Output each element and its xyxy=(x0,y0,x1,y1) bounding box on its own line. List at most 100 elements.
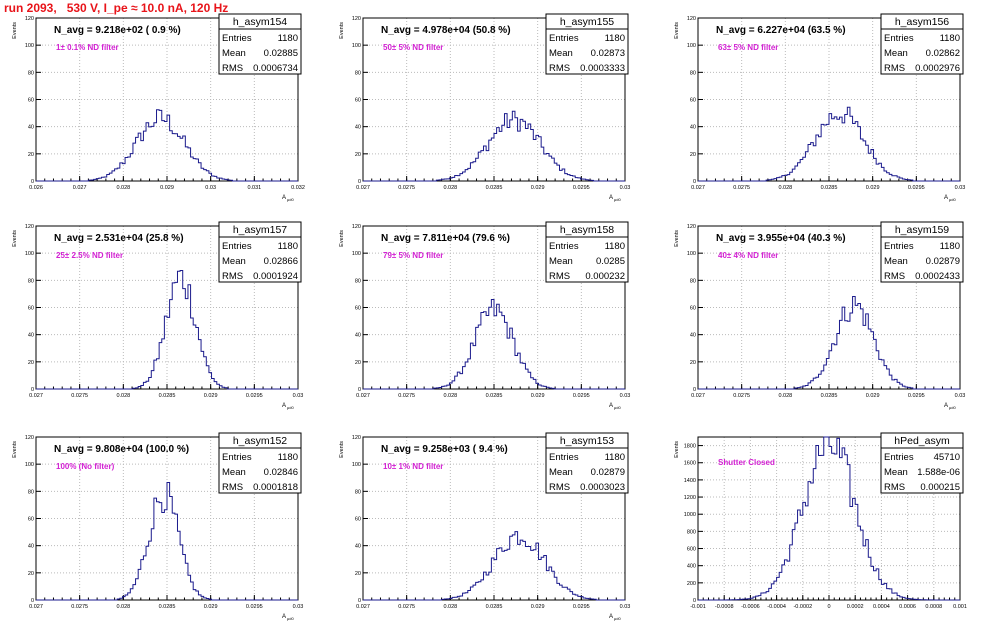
y-tick-label: 20 xyxy=(690,152,696,158)
stats-value-mean: 0.02846 xyxy=(264,467,298,478)
histogram-panel-h_asym158: 0.027 0.0275 0.028 0.0285 0.029 0.0295 0.03 0 20… xyxy=(339,221,630,410)
y-tick-label: 1200 xyxy=(684,495,696,501)
stats-label-entries: Entries xyxy=(549,33,579,44)
stats-value-rms: 0.0006734 xyxy=(253,63,298,74)
x-tick-label: 0.028 xyxy=(778,185,792,191)
x-tick-label: 0 xyxy=(827,604,830,610)
histogram-panel-h_asym156: 0.027 0.0275 0.028 0.0285 0.029 0.0295 0.03 0 20… xyxy=(674,13,965,202)
stats-value-mean: 0.02873 xyxy=(591,48,625,59)
stats-box: h_asym157 Entries 1180 Mean 0.02866 RMS 0.0001… xyxy=(218,221,302,283)
stats-value-entries: 1180 xyxy=(278,33,298,44)
x-tick-label: 0.03 xyxy=(620,185,631,191)
stats-value-entries: 1180 xyxy=(940,33,960,44)
y-tick-label: 20 xyxy=(28,571,34,577)
y-tick-label: 120 xyxy=(352,16,361,22)
x-tick-label: 0.0295 xyxy=(573,604,590,610)
x-tick-label: -0.0004 xyxy=(767,604,786,610)
y-tick-label: 40 xyxy=(28,544,34,550)
stats-label-rms: RMS xyxy=(549,482,570,493)
x-tick-label: 0.03 xyxy=(293,393,304,399)
x-tick-label: 0.0285 xyxy=(821,185,838,191)
stats-label-entries: Entries xyxy=(884,241,914,252)
stats-value-entries: 45710 xyxy=(934,452,960,463)
y-tick-label: 60 xyxy=(28,517,34,523)
x-axis-label-subscript: μd0 xyxy=(949,405,957,410)
y-axis-label: Events xyxy=(12,22,18,39)
y-tick-label: 120 xyxy=(25,435,34,441)
n-avg-label: N_avg = 2.531e+04 (25.8 %) xyxy=(54,233,184,244)
x-tick-label: 0.0275 xyxy=(398,185,415,191)
x-tick-label: 0.028 xyxy=(116,393,130,399)
y-tick-label: 60 xyxy=(690,98,696,104)
x-tick-label: 0.0275 xyxy=(398,393,415,399)
y-tick-label: 100 xyxy=(352,43,361,49)
filter-annotation: 40± 4% ND filter xyxy=(718,251,778,260)
x-tick-label: 0.029 xyxy=(866,185,880,191)
stats-value-rms: 0.0001924 xyxy=(253,271,298,282)
x-tick-label: 0.027 xyxy=(29,604,43,610)
y-tick-label: 60 xyxy=(355,98,361,104)
stats-value-mean: 0.02879 xyxy=(926,256,960,267)
histogram-series-h_asym156 xyxy=(698,106,960,182)
y-tick-label: 100 xyxy=(352,251,361,257)
y-tick-label: 800 xyxy=(687,529,696,535)
filter-annotation: 10± 1% ND filter xyxy=(383,462,443,471)
y-tick-label: 0 xyxy=(31,179,34,185)
y-tick-label: 40 xyxy=(355,333,361,339)
y-tick-label: 40 xyxy=(28,125,34,131)
stats-box-title: h_asym154 xyxy=(233,16,287,28)
x-tick-label: 0.03 xyxy=(955,393,966,399)
y-tick-label: 20 xyxy=(355,360,361,366)
y-tick-label: 40 xyxy=(690,125,696,131)
y-axis-label: Events xyxy=(339,441,345,458)
y-tick-label: 20 xyxy=(28,360,34,366)
x-tick-label: 0.028 xyxy=(443,185,457,191)
stats-box: h_asym156 Entries 1180 Mean 0.02862 RMS 0.0002… xyxy=(880,13,964,75)
x-axis-label-subscript: μd0 xyxy=(614,405,622,410)
histogram-series-h_asym158 xyxy=(363,299,625,390)
y-axis-label: Events xyxy=(12,230,18,247)
stats-box-frame xyxy=(545,13,629,75)
y-tick-label: 400 xyxy=(687,564,696,570)
y-tick-label: 80 xyxy=(355,278,361,284)
stats-box: h_asym158 Entries 1180 Mean 0.0285 RMS 0.00023… xyxy=(545,221,629,283)
y-tick-label: 80 xyxy=(28,489,34,495)
x-tick-label: 0.0275 xyxy=(71,604,88,610)
stats-value-rms: 0.000232 xyxy=(585,271,625,282)
stats-value-entries: 1180 xyxy=(940,241,960,252)
x-axis-label: A xyxy=(609,403,613,409)
y-axis-label: Events xyxy=(339,230,345,247)
histogram-panel-h_asym153: 0.027 0.0275 0.028 0.0285 0.029 0.0295 0.03 0 20… xyxy=(339,432,630,621)
y-tick-label: 100 xyxy=(25,251,34,257)
x-tick-label: -0.0002 xyxy=(793,604,812,610)
y-tick-label: 120 xyxy=(25,16,34,22)
x-axis-label-subscript: μd0 xyxy=(949,197,957,202)
x-axis-label-subscript: μd0 xyxy=(287,616,295,621)
stats-label-mean: Mean xyxy=(884,48,908,59)
x-tick-label: 0.0275 xyxy=(71,393,88,399)
histogram-series-hPed_asym xyxy=(698,436,960,601)
stats-label-rms: RMS xyxy=(222,63,243,74)
x-tick-label: 0.0295 xyxy=(246,604,263,610)
y-tick-label: 0 xyxy=(358,179,361,185)
stats-value-entries: 1180 xyxy=(605,33,625,44)
stats-box-title: h_asym153 xyxy=(560,435,614,447)
y-tick-label: 40 xyxy=(690,333,696,339)
stats-box-title: h_asym158 xyxy=(560,224,614,236)
stats-label-rms: RMS xyxy=(549,271,570,282)
histogram-series-h_asym153 xyxy=(363,531,625,601)
stats-label-entries: Entries xyxy=(222,452,252,463)
x-axis-label-subscript: μd0 xyxy=(287,405,295,410)
y-tick-label: 0 xyxy=(693,179,696,185)
stats-value-mean: 1.588e-06 xyxy=(917,467,960,478)
x-tick-label: 0.028 xyxy=(443,393,457,399)
histogram-panel-h_asym154: 0.026 0.027 0.028 0.029 0.03 0.031 0.032 0 20 40 6… xyxy=(12,13,305,202)
y-tick-label: 80 xyxy=(28,70,34,76)
y-tick-label: 1800 xyxy=(684,444,696,450)
y-tick-label: 0 xyxy=(693,598,696,604)
x-tick-label: 0.029 xyxy=(866,393,880,399)
stats-box-frame xyxy=(880,432,964,494)
x-tick-label: 0.029 xyxy=(531,604,545,610)
filter-annotation: 1± 0.1% ND filter xyxy=(56,43,119,52)
y-tick-label: 200 xyxy=(687,581,696,587)
